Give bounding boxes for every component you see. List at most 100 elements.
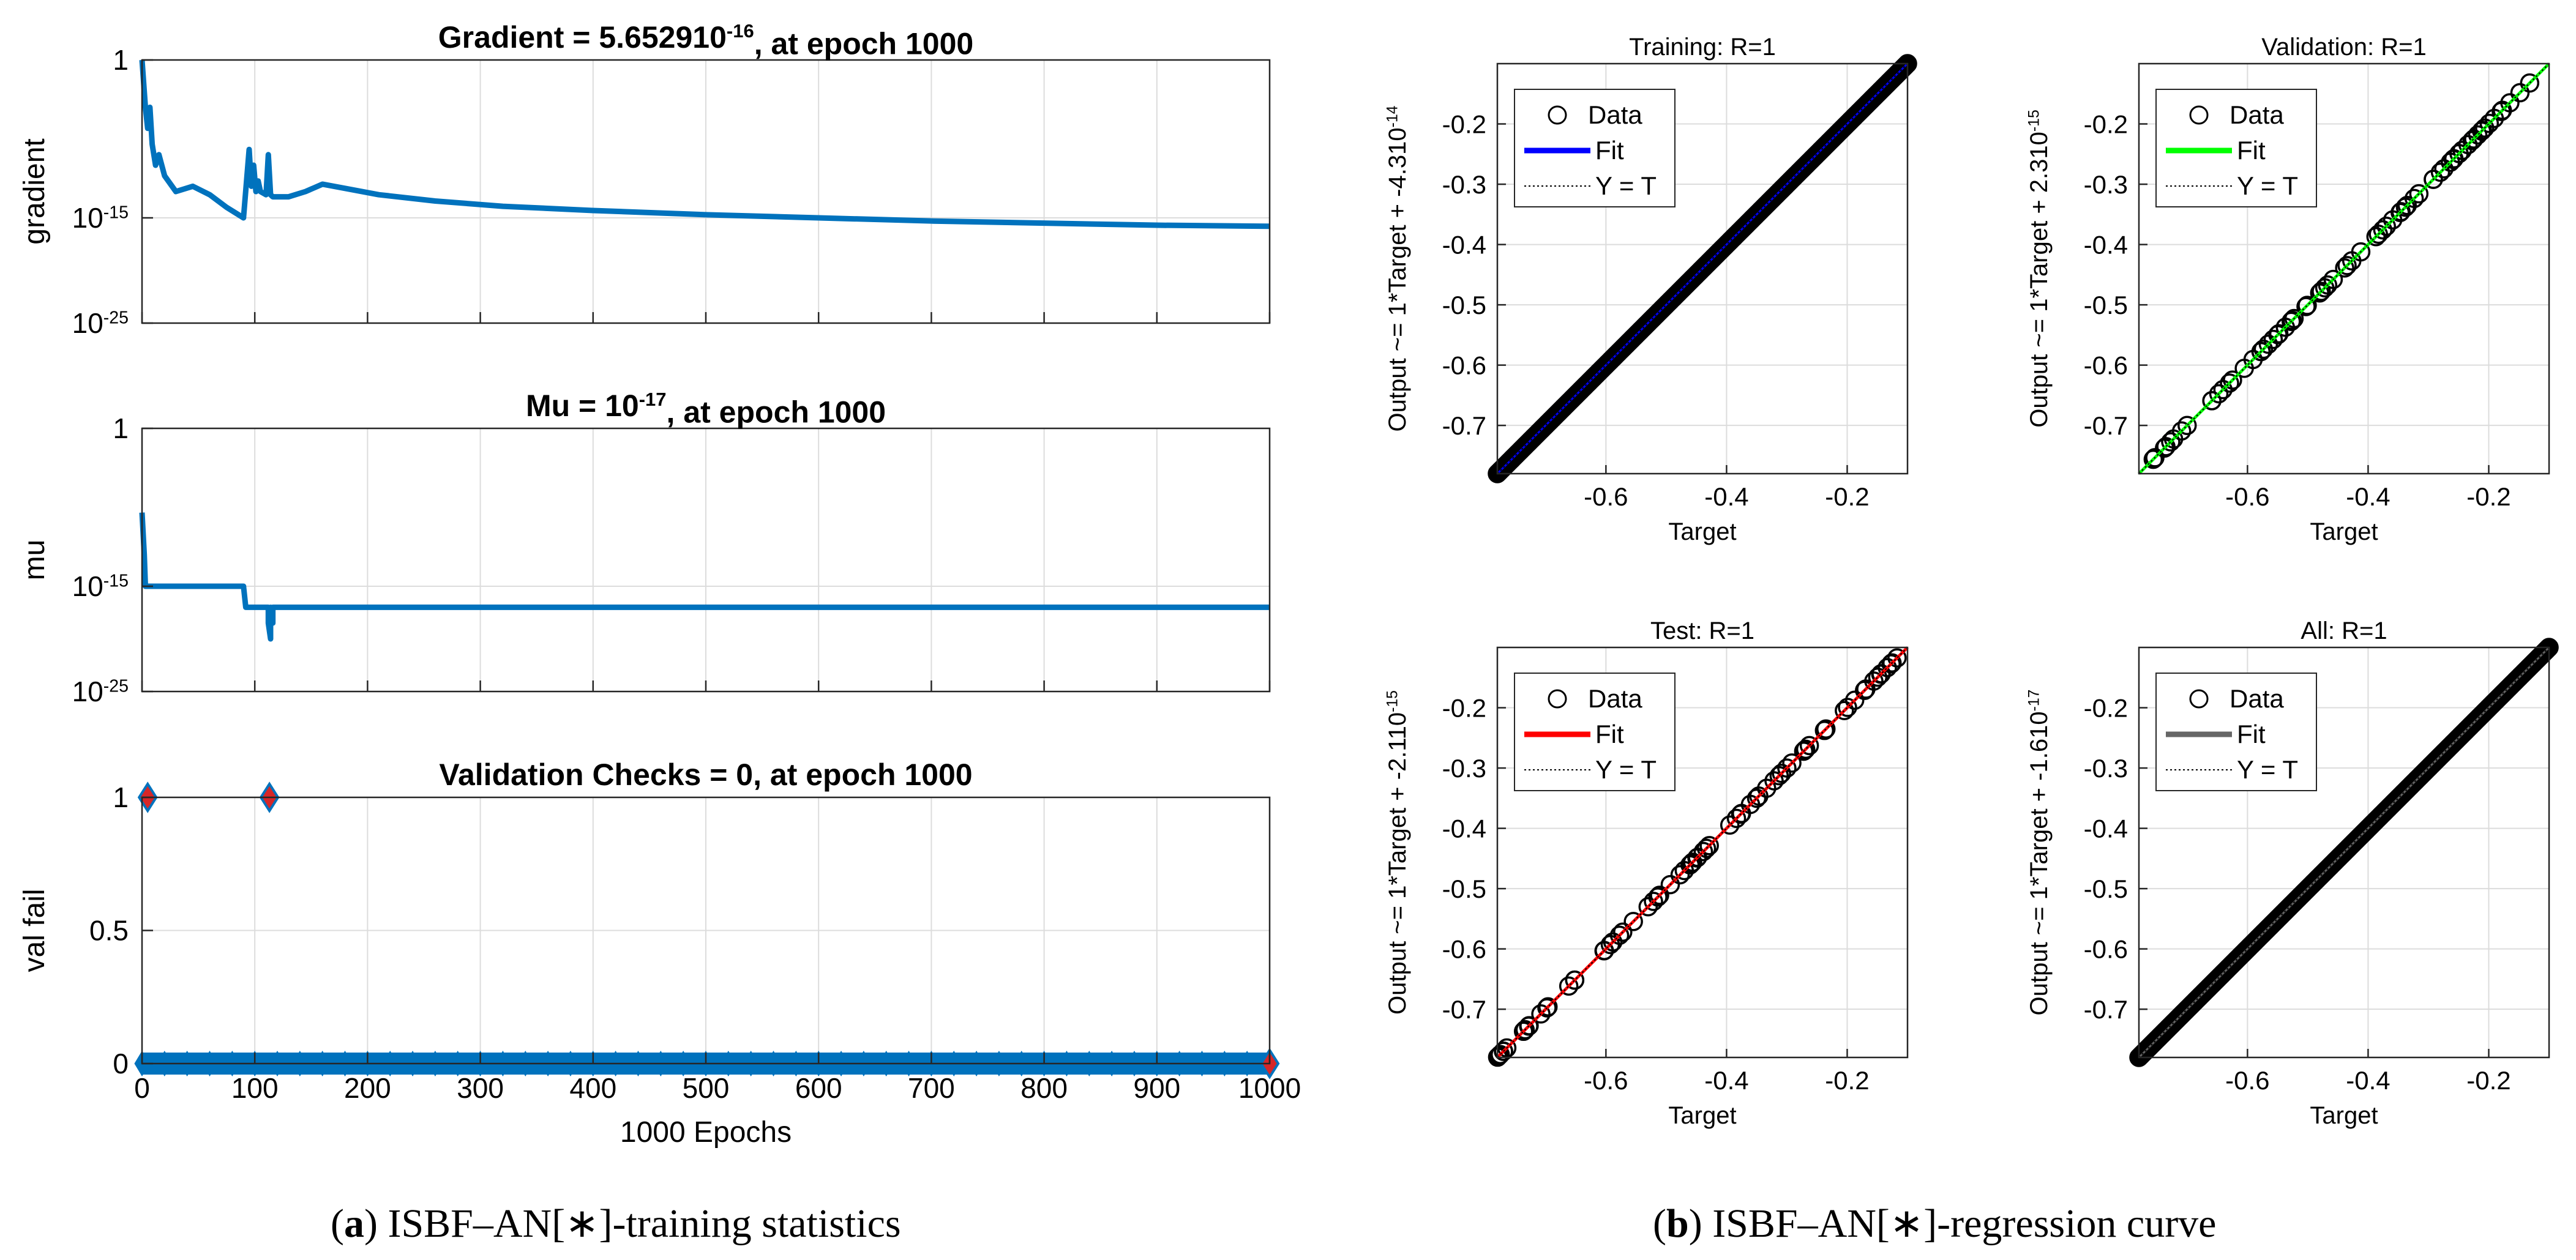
training-ytick-label: -0.5 (1442, 291, 1486, 319)
test-ylabel: Output ~= 1*Target + -2.110-15 (1384, 690, 1411, 1015)
valfail-xtick-label: 400 (569, 1072, 616, 1104)
gradient-ytick-label-base: 10 (72, 307, 103, 339)
mu-title-suffix: , at epoch 1000 (667, 395, 886, 429)
caption-a-letter: a (343, 1201, 364, 1246)
valfail-xtick-label: 1000 (1238, 1072, 1301, 1104)
validation-data-point (2263, 329, 2283, 349)
mu-ytick-label: 1 (113, 412, 129, 444)
training-data-point (1892, 60, 1911, 80)
test-data-point (1882, 653, 1902, 673)
validation-xtick-label: -0.6 (2225, 482, 2269, 511)
all-legend-fit-label: Fit (2237, 720, 2266, 748)
panel-valfail: 0 0.5 1 0 100 200 300 400 500 600 700 800 900 1000 Val… (18, 758, 1301, 1149)
test-data-point (1594, 941, 1614, 961)
test-ytick-label: -0.2 (1442, 694, 1486, 723)
caption-a-text: ISBF–AN[∗]-training statistics (388, 1201, 901, 1246)
training-ytick-label: -0.2 (1442, 110, 1486, 139)
mu-ytick-label-base: 10 (72, 570, 103, 602)
training-xlabel: Target (1668, 518, 1736, 545)
validation-data-point (2335, 258, 2354, 278)
test-data-point (1749, 786, 1769, 806)
all-ytick-label: -0.7 (2084, 995, 2128, 1024)
mu-ytick-label-exp: -25 (103, 676, 129, 696)
validation-data-point (2520, 73, 2540, 93)
test-ytick-label: -0.3 (1442, 754, 1486, 783)
all-xtick-label: -0.4 (2346, 1066, 2390, 1095)
valfail-xtick-label: 200 (344, 1072, 391, 1104)
test-legend-fit-label: Fit (1595, 720, 1624, 748)
validation-data-point (2492, 102, 2511, 121)
valfail-ytick-label: 0 (113, 1048, 129, 1079)
training-data-point (1895, 56, 1915, 76)
validation-data-point (2373, 220, 2393, 240)
validation-ylabel: Output ~= 1*Target + 2.310-15 (2026, 110, 2053, 428)
test-data-point (1494, 1042, 1513, 1061)
test-data-point (1835, 701, 1854, 720)
mu-ylabel: mu (18, 540, 51, 581)
validation-legend-yt-label: Y = T (2237, 171, 2298, 200)
test-data-point (1868, 667, 1888, 687)
mu-ytick-label: 10-15 (72, 570, 129, 602)
validation-legend-fit-label: Fit (2237, 136, 2266, 165)
caption-b-letter: b (1666, 1201, 1689, 1246)
training-ylabel-base: Output ~= 1*Target + -4.310 (1384, 127, 1411, 431)
test-xtick-label: -0.6 (1584, 1066, 1628, 1095)
validation-data-point (2409, 184, 2429, 204)
validation-data-point (2444, 149, 2464, 169)
mu-ytick-label: 10-25 (72, 676, 129, 707)
test-data-point (1513, 1021, 1533, 1042)
test-axes-box (1496, 646, 1909, 1059)
gradient-title-suffix: , at epoch 1000 (754, 26, 974, 61)
all-legend-yt-label: Y = T (2237, 755, 2298, 784)
all-title: All: R=1 (2301, 617, 2387, 644)
gradient-ytick-label-base: 10 (72, 202, 103, 234)
valfail-xlabel: 1000 Epochs (620, 1116, 792, 1149)
validation-data-point (2323, 269, 2343, 289)
training-title: Training: R=1 (1629, 34, 1776, 61)
all-ylabel-exp: -17 (2026, 690, 2042, 712)
validation-data-point (2177, 416, 2197, 435)
test-data-point (1799, 736, 1819, 756)
validation-ytick-label: -0.6 (2084, 351, 2128, 380)
validation-data-point (2366, 227, 2386, 247)
validation-title: Validation: R=1 (2261, 34, 2426, 61)
valfail-ytick-label: 0.5 (89, 915, 129, 947)
validation-data-point (2296, 297, 2316, 316)
test-data-point (1844, 690, 1865, 710)
all-axes-box (2138, 646, 2550, 1059)
caption-a: (a) ISBF–AN[∗]-training statistics (331, 1201, 901, 1246)
training-fit-line (1496, 62, 1909, 475)
all-ytick-label: -0.6 (2084, 935, 2128, 964)
all-ytick-label: -0.5 (2084, 874, 2128, 903)
validation-data-point (2468, 125, 2488, 145)
all-ytick-label: -0.4 (2084, 815, 2128, 843)
training-xtick-label: -0.2 (1825, 482, 1869, 511)
test-data-point (1816, 719, 1836, 739)
validation-axes-box (2138, 62, 2550, 475)
all-ylabel: Output ~= 1*Target + -1.610-17 (2026, 690, 2053, 1016)
validation-ytick-label: -0.5 (2084, 291, 2128, 319)
test-data-point (1769, 766, 1789, 786)
validation-legend-data-marker (2189, 105, 2209, 125)
valfail-xtick-label: 100 (231, 1072, 279, 1104)
validation-ytick-label: -0.4 (2084, 231, 2128, 259)
valfail-ylabel: val fail (18, 889, 51, 972)
gradient-series-line (139, 59, 1270, 229)
validation-data-point (2269, 324, 2289, 344)
test-data-point (1731, 804, 1751, 824)
validation-data-point (2258, 334, 2278, 354)
test-data-point (1670, 865, 1690, 885)
test-data-point (1515, 1020, 1535, 1040)
all-legend-data-label: Data (2230, 684, 2284, 713)
test-data-point (1490, 1045, 1510, 1065)
validation-data-point (2397, 195, 2417, 215)
validation-data-point (2472, 121, 2492, 141)
test-data-point (1531, 1004, 1551, 1024)
panel-training: -0.2 -0.3 -0.4 -0.5 -0.6 -0.7 -0.6 -0.4 -0.2 Trai… (1384, 34, 1917, 545)
test-data-point (1559, 976, 1579, 996)
test-legend-data-marker (1548, 689, 1567, 709)
all-ytick-label: -0.2 (2084, 694, 2128, 723)
test-data-point (1699, 836, 1719, 856)
mu-ytick-label-exp: -15 (103, 571, 129, 591)
